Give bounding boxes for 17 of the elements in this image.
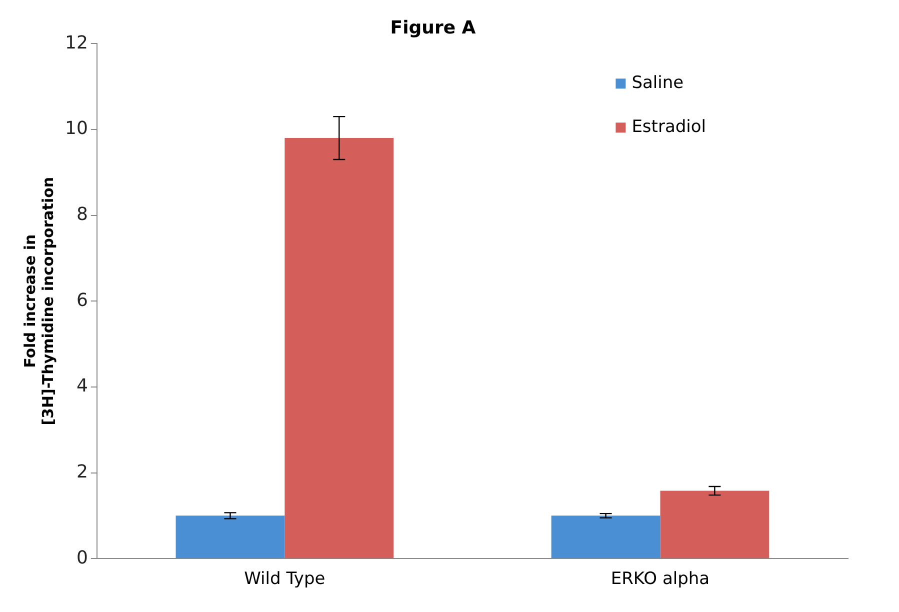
x-tick-label: Wild Type	[244, 569, 326, 590]
y-tick-label: 12	[65, 32, 88, 54]
y-tick-label: 2	[76, 461, 88, 482]
bar	[284, 138, 394, 558]
y-tick-label: 0	[76, 547, 88, 568]
x-tick-label: ERKO alpha	[610, 569, 710, 590]
legend-label: Estradiol	[632, 117, 706, 138]
y-tick-label: 8	[76, 204, 88, 225]
y-tick-label: 4	[76, 376, 88, 397]
bar	[551, 516, 660, 558]
bar	[660, 490, 770, 558]
chart-title: Figure A	[390, 17, 476, 38]
bar	[176, 516, 285, 558]
y-tick-label: 6	[76, 290, 88, 311]
y-axis-title: Fold increase in [3H]-Thymidine incorporation	[20, 176, 57, 426]
legend-label: Saline	[632, 73, 684, 94]
y-tick-label: 10	[65, 118, 88, 140]
